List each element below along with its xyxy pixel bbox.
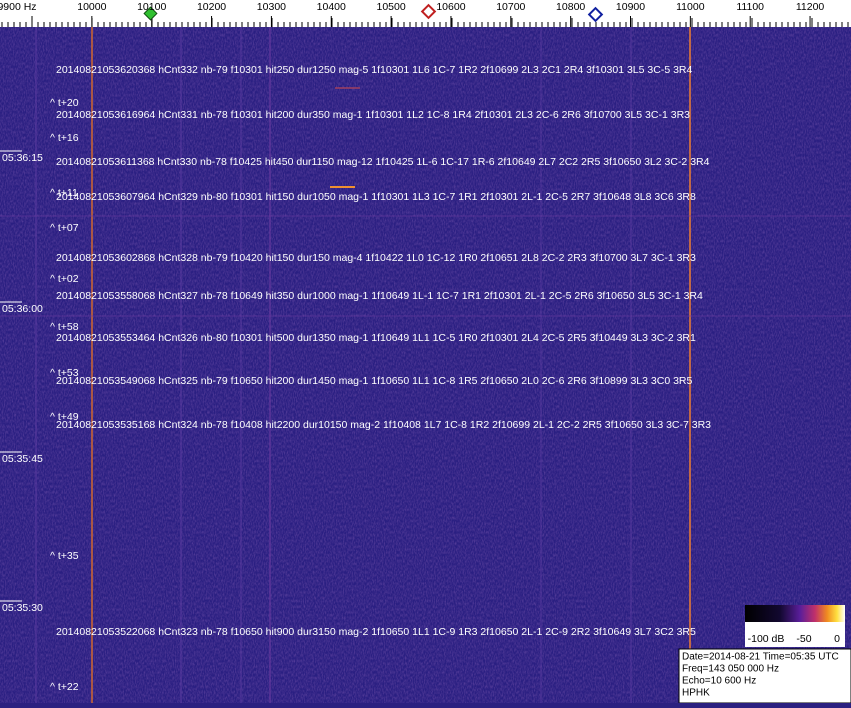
detection-line: 20140821053616964 hCnt331 nb-78 f10301 h… xyxy=(56,109,690,121)
marker-blue xyxy=(587,6,604,23)
color-scale-bar xyxy=(745,605,845,622)
detection-line: 20140821053620368 hCnt332 nb-79 f10301 h… xyxy=(56,64,693,76)
time-offset-marker: ^ t+53 xyxy=(50,367,79,379)
detection-line: 20140821053522068 hCnt323 nb-78 f10650 h… xyxy=(56,626,696,638)
time-offset-marker: ^ t+02 xyxy=(50,273,79,285)
detection-line: 20140821053549068 hCnt325 nb-79 f10650 h… xyxy=(56,375,693,387)
time-offset-marker: ^ t+22 xyxy=(50,681,79,693)
time-label: 05:36:15 xyxy=(2,152,43,164)
noise xyxy=(0,27,851,703)
time-offset-marker: ^ t+35 xyxy=(50,550,79,562)
detection-line: 20140821053553464 hCnt326 nb-80 f10301 h… xyxy=(56,332,696,344)
ruler-ticks xyxy=(1,16,849,27)
info-line: Date=2014-08-21 Time=05:35 UTC xyxy=(682,652,839,663)
frequency-label: 10700 xyxy=(496,1,525,13)
info-line: HPHK xyxy=(682,688,710,699)
time-offset-marker: ^ t+20 xyxy=(50,97,79,109)
channel-markers xyxy=(143,3,604,23)
time-label: 05:35:30 xyxy=(2,602,43,614)
time-offset-marker: ^ t+16 xyxy=(50,132,79,144)
frequency-label: 10800 xyxy=(556,1,585,13)
overlay: 05:36:15 05:36:00 05:35:45 05:35:30 20140821… xyxy=(0,64,711,693)
scale-label: 0 xyxy=(834,633,840,645)
time-offset-marker: ^ t+58 xyxy=(50,321,79,333)
info-line: Freq=143 050 000 Hz xyxy=(682,664,779,675)
signal-lines xyxy=(0,27,851,703)
time-label: 05:36:00 xyxy=(2,303,43,315)
time-offset-marker: ^ t+49 xyxy=(50,411,79,423)
marker-red xyxy=(420,3,437,20)
frequency-label: 11200 xyxy=(796,1,825,13)
time-label: 05:35:45 xyxy=(2,453,43,465)
detection-line: 20140821053607964 hCnt329 nb-80 f10301 h… xyxy=(56,191,696,203)
marker-green xyxy=(143,6,158,21)
frequency-label: 9900 Hz xyxy=(0,1,37,13)
frequency-label: 10900 xyxy=(616,1,645,13)
info-line: Echo=10 600 Hz xyxy=(682,676,756,687)
frequency-label: 11100 xyxy=(736,1,764,13)
frequency-label: 10200 xyxy=(197,1,226,13)
time-offset-marker: ^ t+07 xyxy=(50,222,79,234)
frequency-label: 10600 xyxy=(436,1,465,13)
detection-line: 20140821053558068 hCnt327 nb-78 f10649 h… xyxy=(56,290,703,302)
frequency-label: 10400 xyxy=(317,1,346,13)
info-box xyxy=(678,648,851,704)
frequency-label: 11000 xyxy=(676,1,705,13)
detection-line: 20140821053602868 hCnt328 nb-79 f10420 h… xyxy=(56,252,696,264)
scale-label: -100 dB xyxy=(748,633,785,645)
color-scale-axis xyxy=(745,622,845,647)
detection-line: 20140821053611368 hCnt330 nb-78 f10425 h… xyxy=(56,156,710,168)
frequency-label: 10000 xyxy=(77,1,106,13)
detection-line: 20140821053535168 hCnt324 nb-78 f10408 h… xyxy=(56,419,711,431)
frequency-label: 10500 xyxy=(376,1,405,13)
scale-label: -50 xyxy=(796,633,811,645)
time-offset-marker: ^ t+11 xyxy=(50,187,78,199)
frequency-label: 10100 xyxy=(137,1,166,13)
frequency-label: 10300 xyxy=(257,1,286,13)
